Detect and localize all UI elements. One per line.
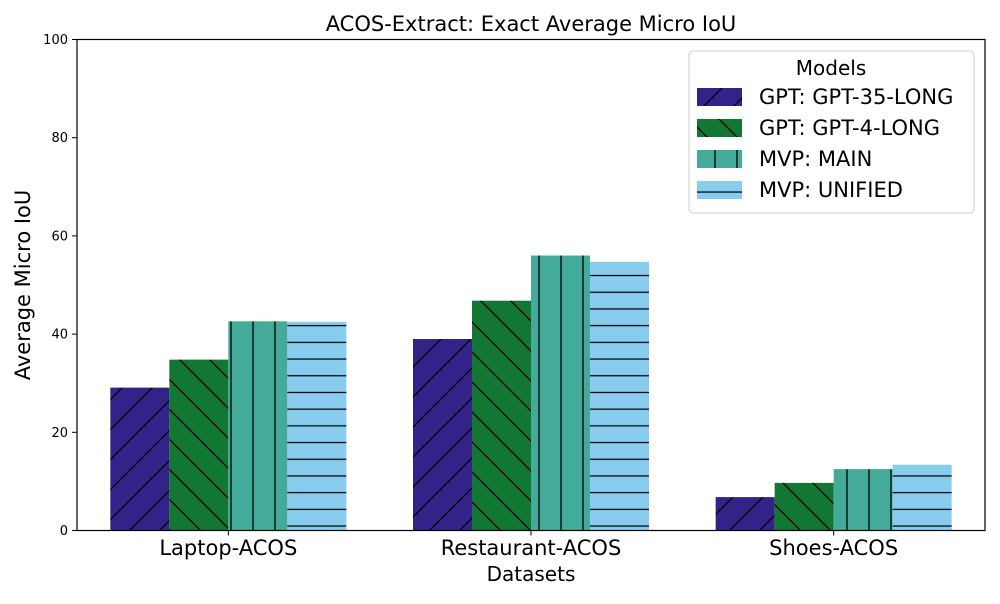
y-axis-label: Average Micro IoU <box>11 190 35 381</box>
bars-group <box>110 255 952 531</box>
bar-1-2 <box>413 339 472 531</box>
y-tick-label: 20 <box>51 426 68 441</box>
x-tick-label: Restaurant-ACOS <box>441 536 622 560</box>
legend-title: Models <box>796 56 866 80</box>
y-axis: 0 20 40 60 80 100 <box>43 33 77 539</box>
bar-2-1 <box>169 359 229 531</box>
bar-2-3 <box>774 482 834 531</box>
legend-label: GPT: GPT-4-LONG <box>759 116 940 140</box>
legend-label: MVP: MAIN <box>759 147 872 171</box>
legend-swatch <box>697 150 742 168</box>
plot-frame <box>76 38 986 532</box>
y-tick-label: 0 <box>60 524 68 539</box>
legend-label: MVP: UNIFIED <box>759 178 903 202</box>
legend-swatch <box>697 181 742 199</box>
bar-4-3 <box>892 464 952 531</box>
bar-1-1 <box>110 387 170 531</box>
bar-4-2 <box>590 261 649 531</box>
bar-4-1 <box>287 321 347 531</box>
x-axis-label: Datasets <box>487 562 576 586</box>
legend-label: GPT: GPT-35-LONG <box>759 85 953 109</box>
bar-3-3 <box>833 469 893 531</box>
chart-title: ACOS-Extract: Exact Average Micro IoU <box>326 12 737 36</box>
bar-2-2 <box>472 300 531 531</box>
legend-swatch <box>697 88 742 106</box>
x-axis: Laptop-ACOS Restaurant-ACOS Shoes-ACOS <box>159 530 898 560</box>
legend-frame <box>688 50 975 214</box>
legend-swatch <box>697 119 742 137</box>
x-tick-label: Shoes-ACOS <box>769 536 898 560</box>
bar-3-1 <box>228 321 288 531</box>
x-tick-label: Laptop-ACOS <box>159 536 297 560</box>
bar-3-2 <box>531 255 590 531</box>
legend: Models GPT: GPT-35-LONG GPT: GPT-4-LONG MV… <box>688 50 975 214</box>
y-tick-label: 80 <box>51 131 68 146</box>
y-tick-label: 100 <box>43 33 68 48</box>
bar-1-3 <box>715 497 775 531</box>
y-tick-label: 40 <box>51 328 68 343</box>
y-tick-label: 60 <box>51 229 68 244</box>
